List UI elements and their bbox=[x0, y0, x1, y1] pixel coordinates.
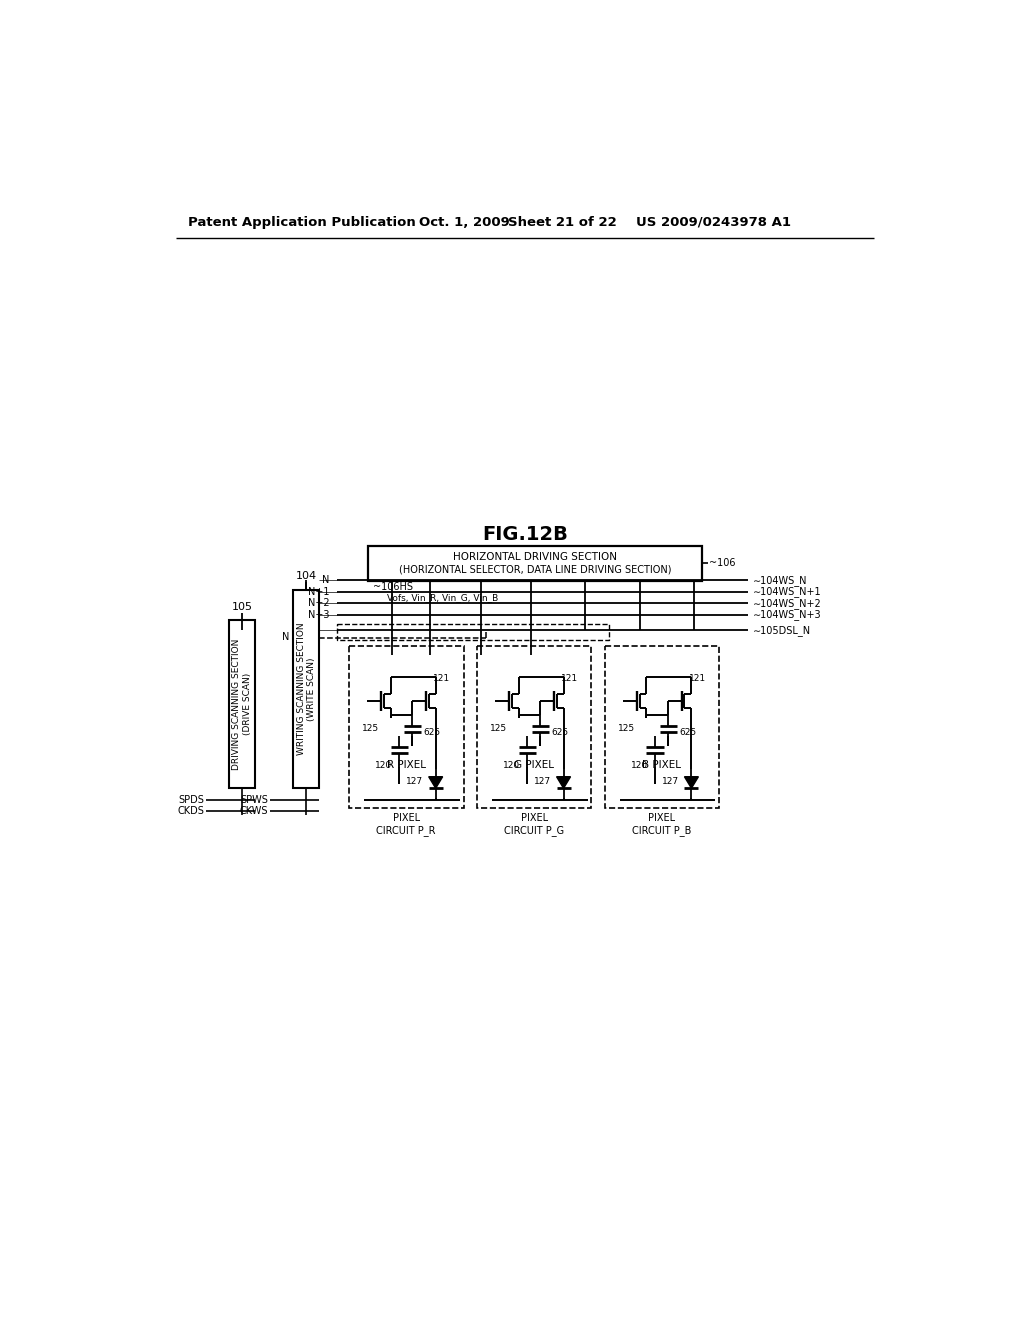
Text: Oct. 1, 2009: Oct. 1, 2009 bbox=[419, 215, 509, 228]
Bar bbox=[228, 620, 255, 788]
Text: ∼104WS_N+3: ∼104WS_N+3 bbox=[753, 610, 821, 620]
Text: N+1: N+1 bbox=[308, 587, 330, 597]
Text: 125: 125 bbox=[362, 723, 379, 733]
Text: 125: 125 bbox=[489, 723, 507, 733]
Text: Patent Application Publication: Patent Application Publication bbox=[188, 215, 416, 228]
Text: ~106: ~106 bbox=[710, 558, 736, 569]
Text: WRITING SCANNING SECTION
(WRITE SCAN): WRITING SCANNING SECTION (WRITE SCAN) bbox=[297, 623, 316, 755]
Text: ∼104WS_N+1: ∼104WS_N+1 bbox=[753, 586, 821, 598]
Text: PIXEL
CIRCUIT P_G: PIXEL CIRCUIT P_G bbox=[504, 813, 564, 836]
Text: 121: 121 bbox=[689, 673, 707, 682]
Text: (HORIZONTAL SELECTOR, DATA LINE DRIVING SECTION): (HORIZONTAL SELECTOR, DATA LINE DRIVING … bbox=[398, 565, 671, 574]
Text: N+3: N+3 bbox=[308, 610, 330, 620]
Text: R PIXEL: R PIXEL bbox=[387, 760, 426, 770]
Text: ∼105DSL_N: ∼105DSL_N bbox=[753, 624, 811, 636]
Text: US 2009/0243978 A1: US 2009/0243978 A1 bbox=[636, 215, 791, 228]
Text: 105: 105 bbox=[231, 602, 253, 611]
Text: 121: 121 bbox=[433, 673, 451, 682]
Text: DRIVING SCANNING SECTION
(DRIVE SCAN): DRIVING SCANNING SECTION (DRIVE SCAN) bbox=[232, 639, 252, 770]
Text: PIXEL
CIRCUIT P_B: PIXEL CIRCUIT P_B bbox=[632, 813, 691, 836]
Text: 104: 104 bbox=[296, 570, 316, 581]
Text: SPWS: SPWS bbox=[241, 795, 268, 805]
Text: ~106HS: ~106HS bbox=[373, 582, 413, 593]
Bar bbox=[604, 645, 719, 808]
Text: 120: 120 bbox=[503, 760, 520, 770]
Text: ∼104WS_N+2: ∼104WS_N+2 bbox=[753, 598, 821, 609]
Text: 120: 120 bbox=[631, 760, 648, 770]
Text: 625: 625 bbox=[423, 727, 440, 737]
Text: CKWS: CKWS bbox=[240, 807, 268, 816]
Text: B PIXEL: B PIXEL bbox=[642, 760, 682, 770]
Polygon shape bbox=[684, 776, 698, 788]
Text: 625: 625 bbox=[679, 727, 696, 737]
Bar bbox=[337, 624, 608, 640]
Text: G PIXEL: G PIXEL bbox=[514, 760, 554, 770]
Text: 127: 127 bbox=[535, 777, 551, 785]
Text: 125: 125 bbox=[617, 723, 635, 733]
Bar bbox=[369, 545, 701, 581]
Text: ∼104WS_N: ∼104WS_N bbox=[753, 576, 807, 586]
Text: Vofs, Vin_R, Vin_G, Vin_B: Vofs, Vin_R, Vin_G, Vin_B bbox=[387, 593, 498, 602]
Text: FIG.12B: FIG.12B bbox=[482, 524, 567, 544]
Text: N+2: N+2 bbox=[308, 598, 330, 609]
Text: SPDS: SPDS bbox=[178, 795, 204, 805]
Text: 625: 625 bbox=[551, 727, 568, 737]
Text: 127: 127 bbox=[662, 777, 679, 785]
Text: Sheet 21 of 22: Sheet 21 of 22 bbox=[508, 215, 616, 228]
Polygon shape bbox=[557, 776, 570, 788]
Text: 127: 127 bbox=[407, 777, 423, 785]
Text: PIXEL
CIRCUIT P_R: PIXEL CIRCUIT P_R bbox=[377, 813, 436, 836]
Text: 120: 120 bbox=[375, 760, 392, 770]
Text: 121: 121 bbox=[561, 673, 579, 682]
Text: N: N bbox=[323, 576, 330, 585]
Polygon shape bbox=[429, 776, 442, 788]
Bar bbox=[293, 590, 319, 788]
Text: HORIZONTAL DRIVING SECTION: HORIZONTAL DRIVING SECTION bbox=[453, 552, 616, 562]
Bar bbox=[477, 645, 592, 808]
Text: N: N bbox=[282, 631, 289, 642]
Text: CKDS: CKDS bbox=[177, 807, 204, 816]
Bar bbox=[349, 645, 464, 808]
